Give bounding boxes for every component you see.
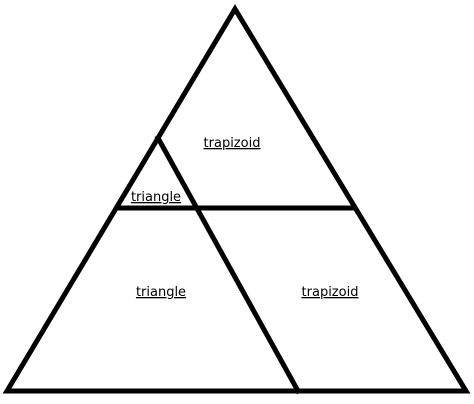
label-right-trapezoid: trapizoid bbox=[302, 285, 359, 300]
outer-triangle bbox=[2, 4, 471, 394]
inner-diagonal bbox=[154, 134, 302, 395]
label-left-triangle: triangle bbox=[136, 285, 186, 300]
label-top-trapezoid: trapizoid bbox=[204, 136, 261, 151]
label-small-triangle: triangle bbox=[131, 190, 181, 205]
